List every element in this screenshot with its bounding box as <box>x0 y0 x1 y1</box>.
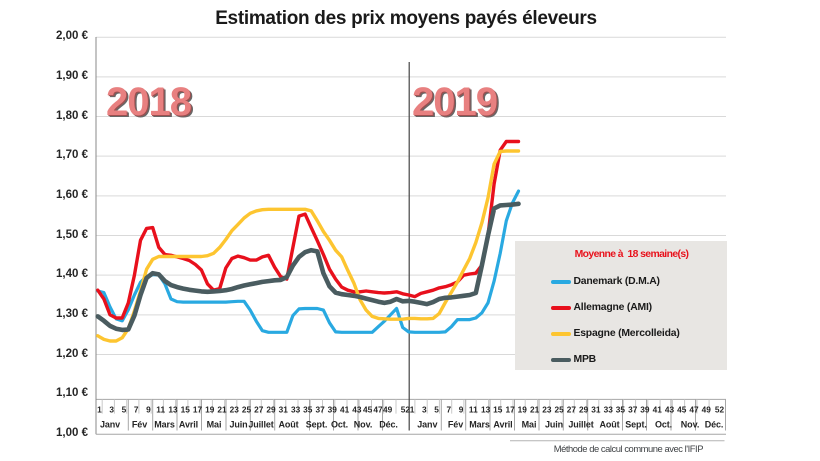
svg-text:13: 13 <box>481 405 491 415</box>
svg-text:Juillet: Juillet <box>248 420 273 430</box>
svg-text:25: 25 <box>242 405 252 415</box>
svg-text:47: 47 <box>689 405 699 415</box>
svg-text:41: 41 <box>340 405 350 415</box>
svg-text:37: 37 <box>315 405 325 415</box>
svg-text:7: 7 <box>134 405 139 415</box>
svg-text:Juillet: Juillet <box>568 420 593 430</box>
svg-text:5: 5 <box>122 405 127 415</box>
svg-text:52: 52 <box>715 405 725 415</box>
svg-text:Avril: Avril <box>179 420 198 430</box>
svg-text:Mars: Mars <box>154 420 175 430</box>
svg-text:15: 15 <box>181 405 191 415</box>
svg-text:23: 23 <box>542 405 552 415</box>
svg-text:35: 35 <box>616 405 626 415</box>
svg-text:52: 52 <box>401 405 411 415</box>
svg-text:21: 21 <box>530 405 540 415</box>
svg-text:Oct.: Oct. <box>331 420 348 430</box>
svg-text:Fév: Fév <box>448 420 463 430</box>
svg-text:Sept.: Sept. <box>625 420 647 430</box>
svg-text:Déc.: Déc. <box>705 420 724 430</box>
svg-text:39: 39 <box>328 405 338 415</box>
svg-text:3: 3 <box>109 405 114 415</box>
svg-text:Mai: Mai <box>522 420 537 430</box>
svg-text:47: 47 <box>373 405 383 415</box>
svg-text:17: 17 <box>505 405 515 415</box>
svg-text:27: 27 <box>567 405 577 415</box>
svg-text:45: 45 <box>677 405 687 415</box>
svg-text:3: 3 <box>422 405 427 415</box>
svg-text:23: 23 <box>230 405 240 415</box>
svg-text:15: 15 <box>493 405 503 415</box>
svg-text:Août: Août <box>599 420 619 430</box>
svg-text:Janv: Janv <box>100 420 120 430</box>
svg-text:Nov.: Nov. <box>354 420 372 430</box>
svg-text:Juin: Juin <box>545 420 563 430</box>
svg-text:31: 31 <box>279 405 289 415</box>
svg-text:43: 43 <box>665 405 675 415</box>
svg-text:Déc.: Déc. <box>379 420 398 430</box>
svg-text:1: 1 <box>410 405 415 415</box>
svg-text:Nov.: Nov. <box>681 420 699 430</box>
svg-text:Mars: Mars <box>469 420 490 430</box>
svg-text:1: 1 <box>97 405 102 415</box>
svg-text:Oct.: Oct. <box>655 420 672 430</box>
svg-text:9: 9 <box>459 405 464 415</box>
svg-text:37: 37 <box>628 405 638 415</box>
svg-text:9: 9 <box>146 405 151 415</box>
svg-text:7: 7 <box>446 405 451 415</box>
svg-text:Fév: Fév <box>132 420 147 430</box>
svg-text:39: 39 <box>640 405 650 415</box>
svg-text:Janv: Janv <box>417 420 437 430</box>
svg-text:31: 31 <box>591 405 601 415</box>
svg-text:29: 29 <box>266 405 276 415</box>
svg-text:49: 49 <box>702 405 712 415</box>
svg-text:Avril: Avril <box>493 420 512 430</box>
svg-text:29: 29 <box>579 405 589 415</box>
svg-text:19: 19 <box>205 405 215 415</box>
svg-text:19: 19 <box>518 405 528 415</box>
svg-text:25: 25 <box>554 405 564 415</box>
svg-text:49: 49 <box>383 405 393 415</box>
svg-text:Juin: Juin <box>229 420 247 430</box>
svg-text:11: 11 <box>469 405 478 415</box>
svg-text:43: 43 <box>352 405 362 415</box>
svg-text:Mai: Mai <box>207 420 222 430</box>
svg-text:11: 11 <box>156 405 165 415</box>
svg-text:21: 21 <box>217 405 227 415</box>
svg-text:27: 27 <box>254 405 264 415</box>
svg-text:41: 41 <box>653 405 663 415</box>
svg-text:Août: Août <box>278 420 298 430</box>
svg-text:33: 33 <box>604 405 614 415</box>
svg-text:45: 45 <box>363 405 373 415</box>
svg-text:17: 17 <box>193 405 203 415</box>
svg-text:33: 33 <box>291 405 301 415</box>
svg-text:Sept.: Sept. <box>306 420 328 430</box>
svg-text:5: 5 <box>434 405 439 415</box>
svg-text:35: 35 <box>303 405 313 415</box>
svg-text:13: 13 <box>168 405 178 415</box>
